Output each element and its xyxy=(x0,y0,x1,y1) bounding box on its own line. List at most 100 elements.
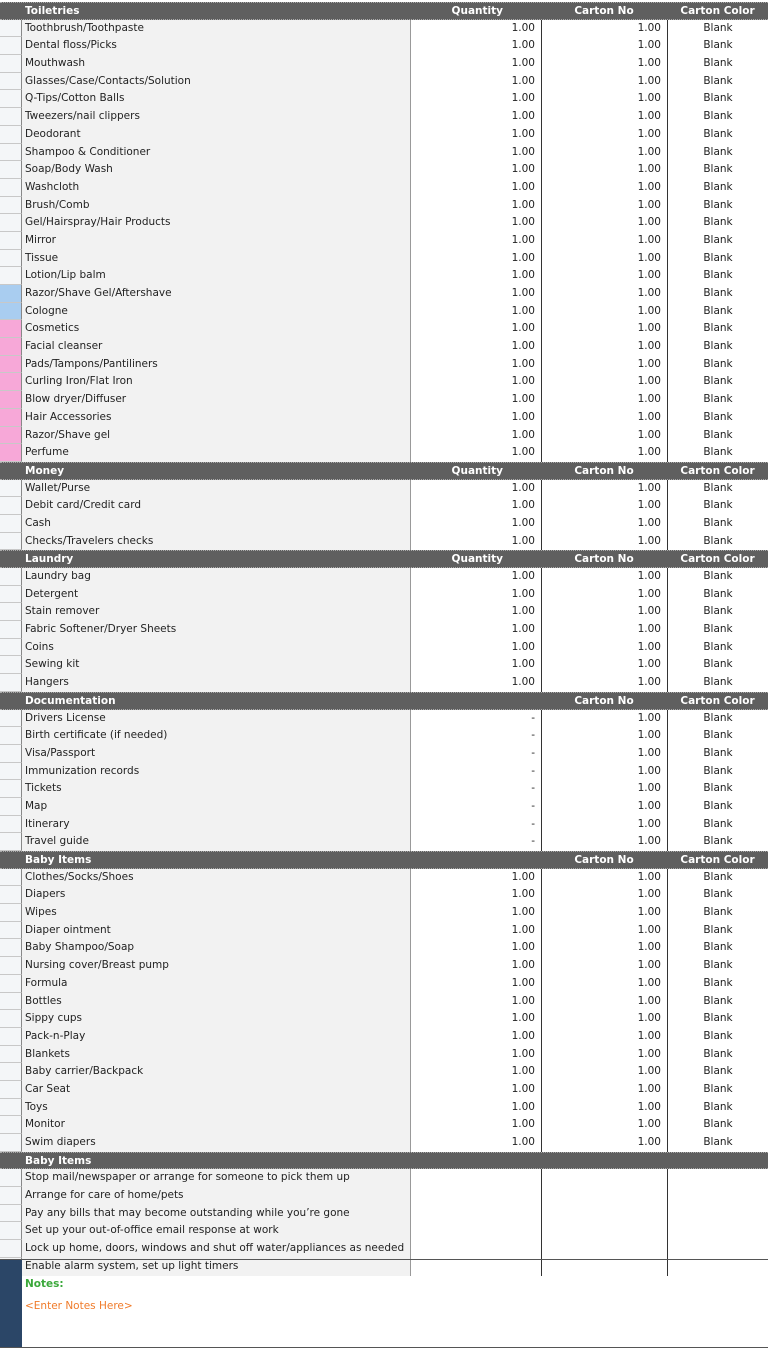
carton-no-cell[interactable]: 1.00 xyxy=(541,674,667,692)
carton-no-cell[interactable]: 1.00 xyxy=(541,1080,667,1099)
quantity-cell[interactable]: 1.00 xyxy=(410,391,541,409)
check-cell[interactable] xyxy=(0,355,22,374)
carton-no-cell[interactable]: 1.00 xyxy=(541,780,667,798)
check-cell[interactable] xyxy=(0,426,22,445)
check-cell[interactable] xyxy=(0,161,22,179)
check-cell[interactable] xyxy=(0,886,22,905)
carton-color-cell[interactable]: Blank xyxy=(667,1027,768,1046)
carton-color-cell[interactable]: Blank xyxy=(667,1116,768,1134)
quantity-cell[interactable]: 1.00 xyxy=(410,921,541,940)
carton-color-cell[interactable]: Blank xyxy=(667,391,768,409)
carton-color-cell[interactable]: Blank xyxy=(667,957,768,975)
quantity-cell[interactable]: 1.00 xyxy=(410,196,541,215)
check-cell[interactable] xyxy=(0,125,22,144)
carton-no-cell[interactable]: 1.00 xyxy=(541,426,667,445)
carton-color-cell[interactable]: Blank xyxy=(667,780,768,798)
check-cell[interactable] xyxy=(0,1010,22,1028)
quantity-cell[interactable]: - xyxy=(410,709,541,728)
quantity-cell[interactable]: 1.00 xyxy=(410,886,541,905)
check-cell[interactable] xyxy=(0,338,22,356)
check-cell[interactable] xyxy=(0,302,22,321)
carton-no-cell[interactable]: 1.00 xyxy=(541,532,667,551)
carton-color-cell[interactable]: Blank xyxy=(667,744,768,763)
carton-no-cell[interactable]: 1.00 xyxy=(541,815,667,834)
quantity-cell[interactable] xyxy=(410,1204,541,1223)
check-cell[interactable] xyxy=(0,1080,22,1099)
carton-color-cell[interactable]: Blank xyxy=(667,585,768,604)
quantity-cell[interactable]: 1.00 xyxy=(410,904,541,922)
check-cell[interactable] xyxy=(0,1222,22,1241)
carton-no-cell[interactable] xyxy=(541,1169,667,1188)
quantity-cell[interactable]: 1.00 xyxy=(410,55,541,73)
check-cell[interactable] xyxy=(0,638,22,657)
carton-no-cell[interactable]: 1.00 xyxy=(541,214,667,232)
check-cell[interactable] xyxy=(0,1187,22,1205)
quantity-cell[interactable]: 1.00 xyxy=(410,72,541,91)
check-cell[interactable] xyxy=(0,1045,22,1064)
check-cell[interactable] xyxy=(0,1116,22,1134)
check-cell[interactable] xyxy=(0,780,22,798)
check-cell[interactable] xyxy=(0,603,22,622)
carton-no-cell[interactable]: 1.00 xyxy=(541,797,667,816)
carton-no-cell[interactable]: 1.00 xyxy=(541,125,667,144)
carton-color-cell[interactable]: Blank xyxy=(667,161,768,179)
quantity-cell[interactable] xyxy=(410,1187,541,1205)
carton-color-cell[interactable]: Blank xyxy=(667,762,768,781)
quantity-cell[interactable]: 1.00 xyxy=(410,214,541,232)
carton-no-cell[interactable]: 1.00 xyxy=(541,974,667,993)
check-cell[interactable] xyxy=(0,231,22,250)
check-cell[interactable] xyxy=(0,214,22,232)
carton-color-cell[interactable]: Blank xyxy=(667,267,768,285)
check-cell[interactable] xyxy=(0,974,22,993)
carton-color-cell[interactable]: Blank xyxy=(667,373,768,392)
carton-color-cell[interactable] xyxy=(667,1204,768,1223)
check-cell[interactable] xyxy=(0,178,22,197)
check-cell[interactable] xyxy=(0,320,22,339)
carton-color-cell[interactable]: Blank xyxy=(667,674,768,692)
carton-no-cell[interactable]: 1.00 xyxy=(541,1045,667,1064)
quantity-cell[interactable]: 1.00 xyxy=(410,125,541,144)
quantity-cell[interactable]: 1.00 xyxy=(410,373,541,392)
carton-no-cell[interactable]: 1.00 xyxy=(541,285,667,303)
check-cell[interactable] xyxy=(0,744,22,763)
check-cell[interactable] xyxy=(0,1063,22,1081)
carton-no-cell[interactable]: 1.00 xyxy=(541,762,667,781)
check-cell[interactable] xyxy=(0,196,22,215)
quantity-cell[interactable] xyxy=(410,1169,541,1188)
carton-color-cell[interactable]: Blank xyxy=(667,904,768,922)
carton-no-cell[interactable]: 1.00 xyxy=(541,904,667,922)
carton-color-cell[interactable]: Blank xyxy=(667,302,768,321)
carton-no-cell[interactable]: 1.00 xyxy=(541,638,667,657)
carton-no-cell[interactable]: 1.00 xyxy=(541,1027,667,1046)
quantity-cell[interactable]: - xyxy=(410,727,541,745)
carton-color-cell[interactable]: Blank xyxy=(667,868,768,887)
carton-no-cell[interactable]: 1.00 xyxy=(541,568,667,586)
check-cell[interactable] xyxy=(0,143,22,162)
check-cell[interactable] xyxy=(0,408,22,427)
carton-color-cell[interactable] xyxy=(667,1257,768,1276)
check-cell[interactable] xyxy=(0,267,22,285)
carton-color-cell[interactable]: Blank xyxy=(667,1080,768,1099)
carton-color-cell[interactable]: Blank xyxy=(667,833,768,851)
quantity-cell[interactable]: 1.00 xyxy=(410,1134,541,1152)
carton-no-cell[interactable]: 1.00 xyxy=(541,939,667,958)
carton-no-cell[interactable]: 1.00 xyxy=(541,833,667,851)
quantity-cell[interactable]: 1.00 xyxy=(410,674,541,692)
quantity-cell[interactable]: 1.00 xyxy=(410,355,541,374)
quantity-cell[interactable]: 1.00 xyxy=(410,302,541,321)
carton-no-cell[interactable]: 1.00 xyxy=(541,320,667,339)
check-cell[interactable] xyxy=(0,1098,22,1117)
carton-no-cell[interactable]: 1.00 xyxy=(541,886,667,905)
check-cell[interactable] xyxy=(0,90,22,109)
carton-no-cell[interactable]: 1.00 xyxy=(541,744,667,763)
check-cell[interactable] xyxy=(0,37,22,56)
carton-color-cell[interactable]: Blank xyxy=(667,444,768,462)
carton-color-cell[interactable]: Blank xyxy=(667,1010,768,1028)
check-cell[interactable] xyxy=(0,568,22,586)
carton-no-cell[interactable]: 1.00 xyxy=(541,992,667,1011)
check-cell[interactable] xyxy=(0,815,22,834)
notes-body[interactable]: Notes: <Enter Notes Here> xyxy=(22,1260,768,1347)
carton-color-cell[interactable] xyxy=(667,1187,768,1205)
carton-color-cell[interactable]: Blank xyxy=(667,621,768,639)
carton-color-cell[interactable] xyxy=(667,1169,768,1188)
